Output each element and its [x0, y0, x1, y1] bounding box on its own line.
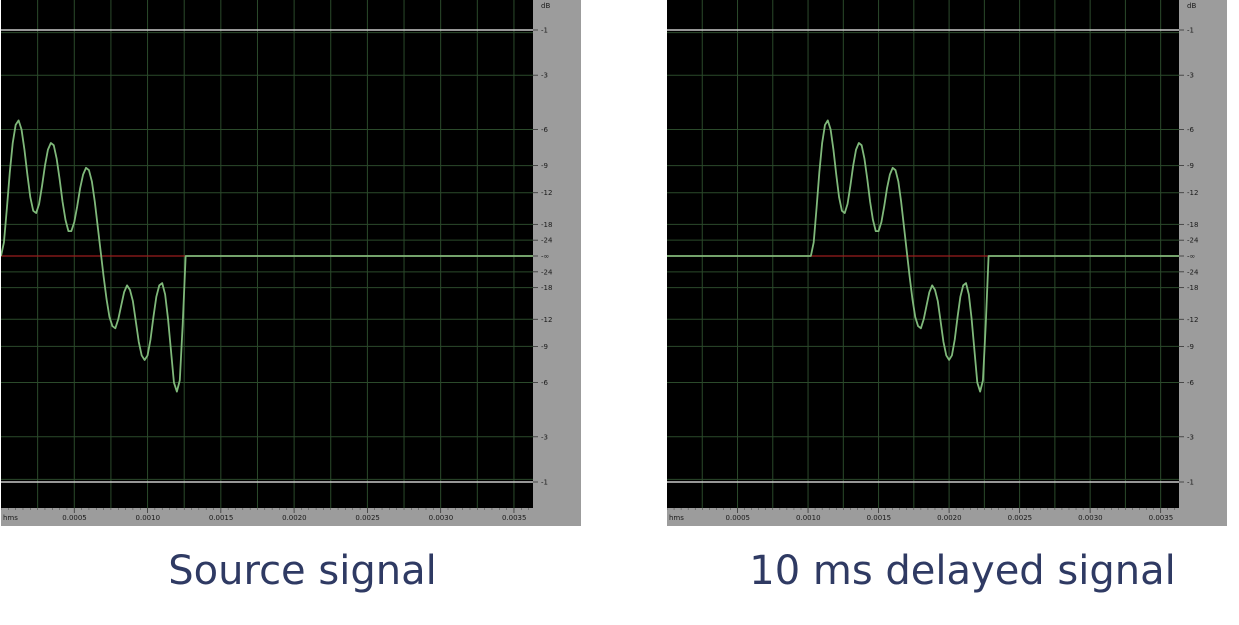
y-tick-label: -18: [541, 221, 552, 229]
y-tick-label: -12: [1187, 189, 1198, 197]
y-tick-label: -12: [541, 189, 552, 197]
db-ruler: [533, 0, 581, 526]
y-tick-label: -3: [1187, 433, 1194, 441]
y-tick-label: -3: [541, 72, 548, 80]
x-tick-label: 0.0025: [355, 514, 380, 522]
x-tick-label: 0.0030: [429, 514, 454, 522]
x-tick-label: 0.0005: [726, 514, 751, 522]
x-tick-label: 0.0015: [867, 514, 892, 522]
y-unit-label: dB: [541, 2, 550, 10]
delayed-signal-waveform-svg: -1 -3 -6 -9 -12 -18 -24 -∞ -24 -18 -12 -9 -6 -3 -1 dB 0.…: [667, 0, 1227, 526]
x-tick-label: 0.0035: [1149, 514, 1174, 522]
delayed-signal-chart: -1 -3 -6 -9 -12 -18 -24 -∞ -24 -18 -12 -9 -6 -3 -1 dB 0.…: [667, 0, 1229, 528]
source-signal-caption: Source signal: [168, 548, 437, 594]
y-tick-label: -3: [1187, 72, 1194, 80]
x-tick-label: 0.0010: [796, 514, 821, 522]
x-tick-label: 0.0020: [282, 514, 307, 522]
source-signal-chart: -1 -3 -6 -9 -12 -18 -24 -∞ -24 -18 -12 -9 -6 -3 -1 dB 0.…: [1, 0, 583, 528]
x-tick-label: 0.0025: [1008, 514, 1033, 522]
y-tick-label: -6: [541, 126, 549, 134]
y-tick-label: -24: [1187, 237, 1199, 245]
y-tick-label: -9: [541, 162, 548, 170]
x-tick-label: 0.0005: [62, 514, 87, 522]
y-tick-label: -6: [1187, 379, 1195, 387]
y-tick-label: -∞: [1187, 253, 1195, 261]
y-tick-label: -6: [1187, 126, 1195, 134]
waveform-line: [667, 119, 1179, 393]
y-tick-label: -24: [541, 268, 553, 276]
y-tick-label: -12: [1187, 316, 1198, 324]
plot-area: [1, 0, 533, 508]
y-tick-label: -1: [541, 479, 548, 487]
source-signal-waveform-svg: -1 -3 -6 -9 -12 -18 -24 -∞ -24 -18 -12 -9 -6 -3 -1 dB 0.…: [1, 0, 581, 526]
y-tick-label: -1: [1187, 479, 1194, 487]
time-ruler: [667, 508, 1179, 526]
y-tick-label: -1: [1187, 27, 1194, 35]
waveform-line: [1, 119, 533, 393]
db-ruler: [1179, 0, 1227, 526]
x-tick-label: 0.0010: [136, 514, 161, 522]
y-unit-label: dB: [1187, 2, 1196, 10]
x-unit-label: hms: [669, 514, 684, 522]
time-ruler: [1, 508, 533, 526]
y-tick-label: -24: [541, 237, 553, 245]
y-tick-label: -18: [1187, 221, 1198, 229]
x-tick-label: 0.0030: [1078, 514, 1103, 522]
x-unit-label: hms: [3, 514, 18, 522]
y-tick-label: -9: [1187, 162, 1194, 170]
y-tick-label: -18: [541, 284, 552, 292]
y-tick-label: -9: [1187, 343, 1194, 351]
y-tick-label: -∞: [541, 253, 549, 261]
x-tick-label: 0.0035: [502, 514, 526, 522]
x-tick-label: 0.0015: [209, 514, 234, 522]
y-tick-label: -1: [541, 27, 548, 35]
y-tick-label: -18: [1187, 284, 1198, 292]
y-tick-label: -24: [1187, 268, 1199, 276]
y-tick-label: -6: [541, 379, 549, 387]
y-tick-label: -12: [541, 316, 552, 324]
y-tick-label: -9: [541, 343, 548, 351]
y-tick-label: -3: [541, 433, 548, 441]
delayed-signal-caption: 10 ms delayed signal: [749, 548, 1176, 594]
x-tick-label: 0.0020: [937, 514, 962, 522]
plot-area: [667, 0, 1179, 508]
